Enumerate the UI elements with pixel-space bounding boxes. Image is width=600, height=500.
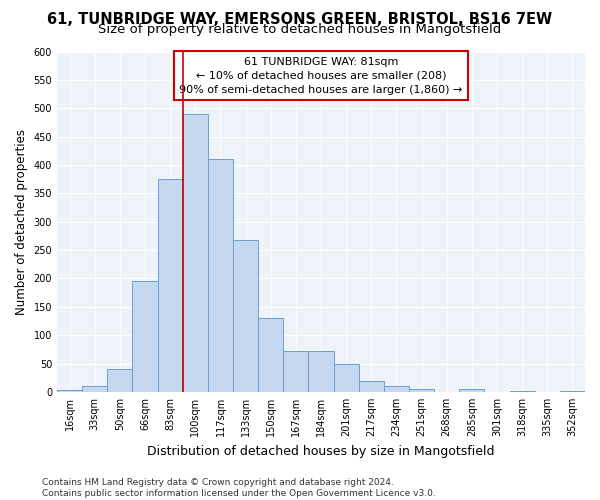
Bar	[82, 386, 107, 392]
Bar	[409, 389, 434, 392]
Bar	[384, 386, 409, 392]
Bar	[509, 391, 535, 392]
Text: Contains HM Land Registry data © Crown copyright and database right 2024.
Contai: Contains HM Land Registry data © Crown c…	[42, 478, 436, 498]
Text: Size of property relative to detached houses in Mangotsfield: Size of property relative to detached ho…	[98, 22, 502, 36]
X-axis label: Distribution of detached houses by size in Mangotsfield: Distribution of detached houses by size …	[147, 444, 495, 458]
Bar	[208, 160, 233, 392]
Bar	[258, 318, 283, 392]
Bar	[560, 391, 585, 392]
Bar	[334, 364, 359, 392]
Bar	[183, 114, 208, 392]
Text: 61 TUNBRIDGE WAY: 81sqm
← 10% of detached houses are smaller (208)
90% of semi-d: 61 TUNBRIDGE WAY: 81sqm ← 10% of detache…	[179, 56, 463, 94]
Bar	[233, 240, 258, 392]
Bar	[133, 282, 158, 392]
Bar	[158, 179, 183, 392]
Y-axis label: Number of detached properties: Number of detached properties	[15, 128, 28, 314]
Bar	[459, 389, 484, 392]
Bar	[308, 350, 334, 392]
Bar	[359, 380, 384, 392]
Bar	[283, 350, 308, 392]
Text: 61, TUNBRIDGE WAY, EMERSONS GREEN, BRISTOL, BS16 7EW: 61, TUNBRIDGE WAY, EMERSONS GREEN, BRIST…	[47, 12, 553, 28]
Bar	[57, 390, 82, 392]
Bar	[107, 369, 133, 392]
